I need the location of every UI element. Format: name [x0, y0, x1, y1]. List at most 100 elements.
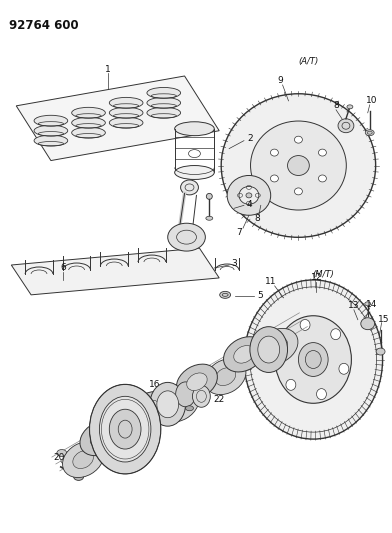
Ellipse shape — [168, 223, 205, 251]
Ellipse shape — [34, 115, 68, 126]
Ellipse shape — [140, 400, 160, 418]
Ellipse shape — [294, 136, 302, 143]
Ellipse shape — [223, 337, 265, 372]
Ellipse shape — [57, 449, 67, 456]
Ellipse shape — [109, 117, 143, 128]
Ellipse shape — [221, 94, 376, 237]
Ellipse shape — [34, 135, 68, 146]
Ellipse shape — [365, 130, 374, 136]
Text: 19: 19 — [203, 381, 214, 390]
Text: 18: 18 — [216, 373, 227, 382]
Ellipse shape — [250, 121, 346, 210]
Ellipse shape — [89, 384, 161, 474]
Text: 14: 14 — [366, 300, 377, 309]
Polygon shape — [16, 76, 219, 160]
Ellipse shape — [286, 379, 296, 390]
Ellipse shape — [206, 193, 212, 199]
Ellipse shape — [110, 414, 151, 450]
Ellipse shape — [347, 105, 353, 109]
Ellipse shape — [239, 187, 259, 204]
Ellipse shape — [331, 329, 341, 340]
Ellipse shape — [129, 392, 171, 427]
Ellipse shape — [147, 107, 181, 118]
Ellipse shape — [316, 389, 327, 400]
Ellipse shape — [109, 107, 143, 118]
Ellipse shape — [205, 359, 246, 394]
Ellipse shape — [73, 450, 93, 469]
Ellipse shape — [157, 391, 179, 418]
Text: 8: 8 — [333, 101, 339, 110]
Ellipse shape — [109, 409, 141, 449]
Ellipse shape — [187, 373, 207, 391]
Ellipse shape — [338, 119, 354, 133]
Text: 15: 15 — [378, 315, 389, 324]
Text: 1: 1 — [105, 64, 111, 74]
Ellipse shape — [365, 302, 371, 306]
Ellipse shape — [74, 473, 83, 480]
Ellipse shape — [270, 175, 278, 182]
Ellipse shape — [109, 98, 143, 108]
Ellipse shape — [90, 429, 111, 447]
Text: 22: 22 — [214, 395, 225, 404]
Ellipse shape — [294, 188, 302, 195]
Ellipse shape — [339, 364, 349, 374]
Ellipse shape — [80, 421, 121, 456]
Ellipse shape — [244, 280, 383, 439]
Ellipse shape — [270, 149, 278, 156]
Ellipse shape — [147, 98, 181, 108]
Text: 9: 9 — [278, 76, 283, 85]
Text: 13: 13 — [348, 301, 359, 310]
Text: 12: 12 — [310, 273, 322, 282]
Ellipse shape — [176, 364, 218, 399]
Ellipse shape — [298, 343, 328, 376]
Text: (A/T): (A/T) — [298, 56, 318, 66]
Text: 5: 5 — [257, 292, 263, 301]
Text: 6: 6 — [60, 263, 65, 272]
Ellipse shape — [376, 348, 385, 355]
Ellipse shape — [120, 423, 140, 441]
Text: 2: 2 — [247, 134, 252, 143]
Text: 16: 16 — [149, 380, 161, 389]
Text: 11: 11 — [265, 277, 276, 286]
Text: 4: 4 — [247, 200, 252, 209]
Ellipse shape — [318, 149, 327, 156]
Ellipse shape — [275, 316, 351, 403]
Ellipse shape — [318, 175, 327, 182]
Ellipse shape — [72, 117, 105, 128]
Ellipse shape — [34, 125, 68, 136]
Ellipse shape — [234, 345, 254, 363]
Ellipse shape — [192, 385, 210, 407]
Ellipse shape — [305, 351, 321, 368]
Ellipse shape — [257, 328, 298, 365]
Ellipse shape — [206, 216, 213, 220]
Ellipse shape — [215, 368, 236, 385]
Ellipse shape — [278, 345, 288, 356]
Ellipse shape — [100, 397, 151, 462]
Text: 3: 3 — [231, 259, 237, 268]
Ellipse shape — [175, 122, 214, 136]
Text: (M/T): (M/T) — [312, 270, 334, 279]
Ellipse shape — [220, 292, 230, 298]
Polygon shape — [11, 248, 219, 295]
Ellipse shape — [181, 180, 198, 195]
Text: 10: 10 — [366, 96, 377, 106]
Ellipse shape — [300, 319, 310, 330]
Ellipse shape — [147, 87, 181, 99]
Text: 7: 7 — [236, 228, 242, 237]
Text: 92764 600: 92764 600 — [9, 19, 79, 33]
Ellipse shape — [250, 327, 287, 373]
Ellipse shape — [176, 382, 196, 407]
Text: 20: 20 — [53, 453, 65, 462]
Ellipse shape — [158, 386, 199, 422]
Ellipse shape — [258, 336, 279, 363]
Ellipse shape — [168, 395, 189, 413]
Ellipse shape — [287, 156, 309, 175]
Text: 8: 8 — [254, 214, 260, 223]
Ellipse shape — [63, 442, 103, 478]
Ellipse shape — [185, 406, 194, 411]
Ellipse shape — [227, 175, 271, 215]
Ellipse shape — [267, 337, 288, 356]
Ellipse shape — [72, 107, 105, 118]
Ellipse shape — [72, 127, 105, 138]
Ellipse shape — [150, 382, 185, 426]
